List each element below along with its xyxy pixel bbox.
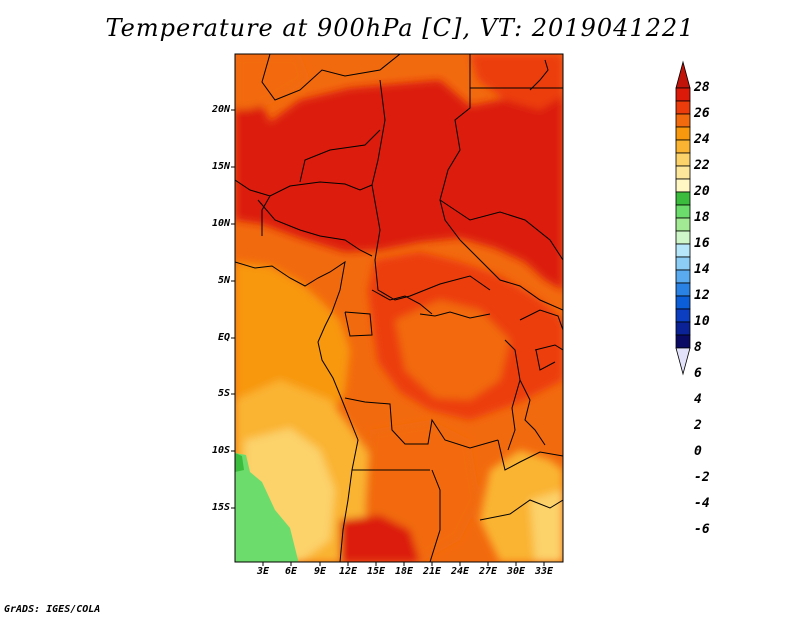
colorbar-swatch xyxy=(675,269,691,284)
lon-label-21e: 21E xyxy=(422,566,442,577)
grads-credit: GrADS: IGES/COLA xyxy=(4,604,101,615)
colorbar-label: 6 xyxy=(694,366,702,381)
colorbar-swatch xyxy=(675,230,691,245)
colorbar-label: 4 xyxy=(694,392,702,407)
colorbar-swatch xyxy=(675,87,691,102)
colorbar-swatch xyxy=(675,139,691,154)
colorbar-swatch xyxy=(675,152,691,167)
colorbar-swatch xyxy=(675,295,691,310)
colorbar-label: 2 xyxy=(694,418,702,433)
lat-label-10n: 10N xyxy=(211,218,230,229)
country-borders xyxy=(235,54,563,562)
lat-label-5s: 5S xyxy=(217,388,230,399)
axis-ticks xyxy=(231,109,545,566)
lon-label-30e: 30E xyxy=(506,566,526,577)
lat-label-20n: 20N xyxy=(211,104,230,115)
colorbar-swatch xyxy=(675,100,691,115)
colorbar-label: 18 xyxy=(694,210,710,225)
colorbar-label: 10 xyxy=(694,314,710,329)
colorbar-label: 14 xyxy=(694,262,710,277)
map-title: Temperature at 900hPa [C], VT: 201904122… xyxy=(105,14,695,42)
lon-label-33e: 33E xyxy=(534,566,554,577)
lat-label-eq: EQ xyxy=(217,332,230,343)
colorbar-label: 22 xyxy=(694,158,710,173)
colorbar-label: 12 xyxy=(694,288,710,303)
colorbar-bottom-arrow xyxy=(675,347,691,376)
colorbar-swatch xyxy=(675,178,691,193)
lon-label-6e: 6E xyxy=(284,566,298,577)
lon-label-9e: 9E xyxy=(313,566,327,577)
colorbar-label: -6 xyxy=(694,522,710,537)
colorbar-label: 28 xyxy=(694,80,710,95)
colorbar-swatch xyxy=(675,334,691,349)
map-frame xyxy=(234,53,564,563)
colorbar-swatch xyxy=(675,191,691,206)
lon-label-27e: 27E xyxy=(478,566,498,577)
colorbar-label: -4 xyxy=(694,496,710,511)
lat-label-15s: 15S xyxy=(211,502,230,513)
lat-label-5n: 5N xyxy=(217,275,230,286)
colorbar-swatch xyxy=(675,165,691,180)
colorbar-label: 8 xyxy=(694,340,702,355)
lon-label-15e: 15E xyxy=(366,566,386,577)
colorbar-label: 26 xyxy=(694,106,710,121)
colorbar-label: -2 xyxy=(694,470,710,485)
lat-label-15n: 15N xyxy=(211,161,230,172)
colorbar-swatch xyxy=(675,204,691,219)
colorbar-swatch xyxy=(675,282,691,297)
colorbar-swatch xyxy=(675,126,691,141)
colorbar-swatch xyxy=(675,308,691,323)
colorbar-swatch xyxy=(675,243,691,258)
lon-label-24e: 24E xyxy=(450,566,470,577)
colorbar-label: 16 xyxy=(694,236,710,251)
lon-label-12e: 12E xyxy=(338,566,358,577)
lon-label-18e: 18E xyxy=(394,566,414,577)
colorbar-swatch xyxy=(675,113,691,128)
colorbar-top-arrow xyxy=(675,60,691,89)
colorbar-swatch xyxy=(675,256,691,271)
colorbar-swatch xyxy=(675,321,691,336)
lat-label-10s: 10S xyxy=(211,445,230,456)
lon-label-3e: 3E xyxy=(256,566,270,577)
colorbar-swatch xyxy=(675,217,691,232)
temperature-field xyxy=(235,54,563,562)
colorbar-label: 0 xyxy=(694,444,702,459)
colorbar-label: 20 xyxy=(694,184,710,199)
colorbar xyxy=(675,60,691,376)
colorbar-label: 24 xyxy=(694,132,710,147)
